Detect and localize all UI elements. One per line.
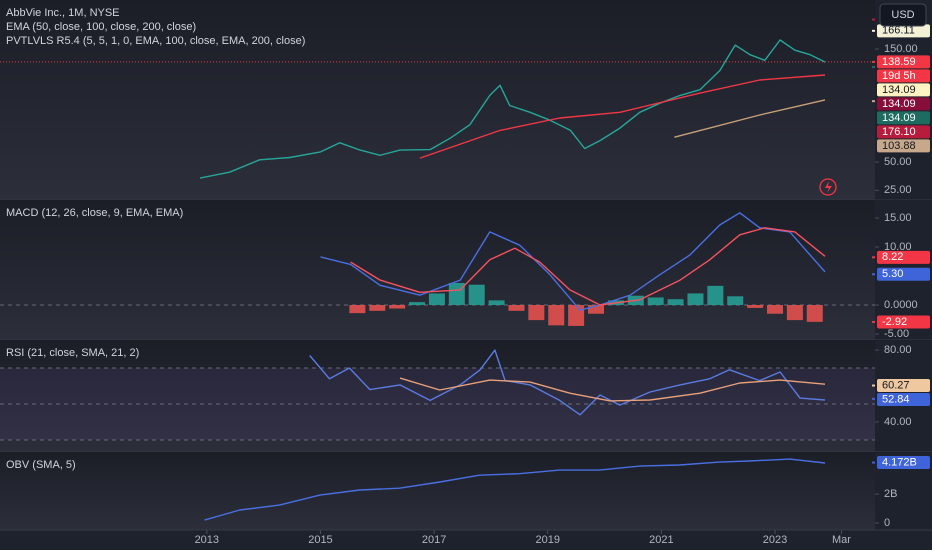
pane: MACD (12, 26, close, 9, EMA, EMA) 15.00 10… (0, 200, 932, 341)
legend-text: PVTLVLS R5.4 (5, 5, 1, 0, EMA, 100, clos… (6, 35, 305, 47)
y-tick-label: 0.0000 (884, 299, 918, 311)
currency-button[interactable] (879, 3, 927, 27)
x-tick-label: 2021 (649, 534, 673, 546)
histogram-bar (806, 305, 823, 322)
pane: RSI (21, close, SMA, 21, 2) 80.00 40.00 60.… (0, 340, 932, 453)
legend-text: RSI (21, close, SMA, 21, 2) (6, 347, 139, 359)
price-tag (877, 55, 930, 69)
y-tick-label: 0 (884, 517, 890, 529)
y-tick-label: 15.00 (884, 212, 912, 224)
histogram-bar (448, 282, 465, 306)
histogram-bar (727, 296, 744, 306)
y-tick-label: 2B (884, 488, 897, 500)
histogram-bar (687, 293, 704, 306)
x-tick-label: 2023 (763, 534, 787, 546)
price-tag-label: 134.09 (882, 84, 916, 96)
histogram-bar (568, 305, 585, 326)
x-tick-label: 2017 (422, 534, 446, 546)
price-tag (877, 24, 930, 38)
histogram-bar (369, 305, 386, 311)
price-tag-label: 166.11 (882, 25, 915, 37)
legend-text: OBV (SMA, 5) (6, 459, 76, 471)
pane: AbbVie Inc., 1M, NYSE EMA (50, close, 100… (0, 0, 932, 201)
alert-icon[interactable] (819, 178, 837, 196)
histogram-bar (508, 305, 525, 311)
pane: OBV (SMA, 5) 2B 0 4.172B (0, 452, 932, 531)
y-tick-label: 25.00 (884, 184, 912, 196)
histogram-bar (349, 305, 366, 314)
price-tag (877, 456, 930, 470)
histogram-bar (409, 302, 426, 306)
price-tag-label: 5.30 (882, 268, 903, 280)
series-line (399, 377, 826, 402)
x-tick-label: 2013 (195, 534, 219, 546)
price-tag-label: 52.84 (882, 393, 910, 405)
x-tick-label: 2019 (535, 534, 559, 546)
price-tag (877, 315, 930, 329)
price-tag (877, 267, 930, 281)
alert-bolt (825, 181, 832, 193)
x-tick-label: 2015 (308, 534, 332, 546)
pane-background (0, 200, 875, 340)
legend-text: EMA (50, close, 100, close, 200, close) (6, 21, 196, 33)
histogram-bar (488, 300, 505, 306)
currency-label[interactable]: USD (891, 9, 914, 21)
histogram-bar (786, 305, 803, 321)
histogram-bar (428, 293, 445, 306)
histogram-bar (588, 305, 605, 314)
price-tag-label: 8.22 (882, 251, 903, 263)
price-tag (877, 69, 930, 83)
x-tick-label: Mar (832, 534, 851, 546)
price-tag (877, 393, 930, 407)
histogram-bar (767, 305, 783, 314)
histogram-bar (468, 284, 485, 306)
histogram-bar (548, 305, 565, 326)
y-tick-label: 150.00 (884, 43, 918, 55)
y-tick-label: 10.00 (884, 241, 912, 253)
series-line (309, 349, 826, 416)
series-line (204, 458, 826, 521)
price-tag-label: 19d 5h (882, 70, 916, 82)
pane-background (0, 0, 875, 200)
price-tag-label: 176.10 (882, 126, 916, 138)
histogram-bar (647, 297, 664, 306)
legend-text: AbbVie Inc., 1M, NYSE (6, 7, 120, 19)
legend-text: MACD (12, 26, close, 9, EMA, EMA) (6, 207, 183, 219)
series-line (419, 74, 826, 159)
price-tag-label: -2.92 (882, 316, 907, 328)
y-tick-label: 80.00 (884, 344, 912, 356)
series-line (674, 99, 826, 138)
price-tag-label: 134.09 (882, 98, 916, 110)
price-tag-label: 4.172B (882, 456, 917, 468)
price-tag-label: 138.59 (882, 56, 916, 68)
y-tick-label: -5.00 (884, 328, 909, 340)
pane-background (0, 452, 875, 530)
histogram-bar (389, 305, 406, 309)
price-tag-label: 60.27 (882, 379, 910, 391)
y-tick-label: 40.00 (884, 416, 912, 428)
price-tag (877, 139, 930, 153)
histogram-bar (667, 299, 684, 306)
series-line (350, 227, 826, 306)
price-tag (877, 379, 930, 393)
price-tag (877, 97, 930, 111)
histogram-bar (528, 305, 545, 321)
price-tag-label: 134.09 (882, 112, 916, 124)
price-tag (877, 83, 930, 97)
price-tag (877, 111, 930, 125)
price-tag (877, 250, 930, 264)
price-tag (877, 125, 930, 139)
y-tick-label: 50.00 (884, 156, 912, 168)
histogram-bar (747, 305, 764, 308)
price-tag-label: 103.88 (882, 140, 916, 152)
histogram-bar (707, 285, 724, 306)
